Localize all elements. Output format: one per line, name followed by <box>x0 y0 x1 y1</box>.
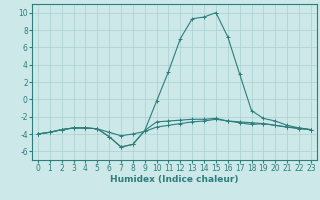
X-axis label: Humidex (Indice chaleur): Humidex (Indice chaleur) <box>110 175 239 184</box>
